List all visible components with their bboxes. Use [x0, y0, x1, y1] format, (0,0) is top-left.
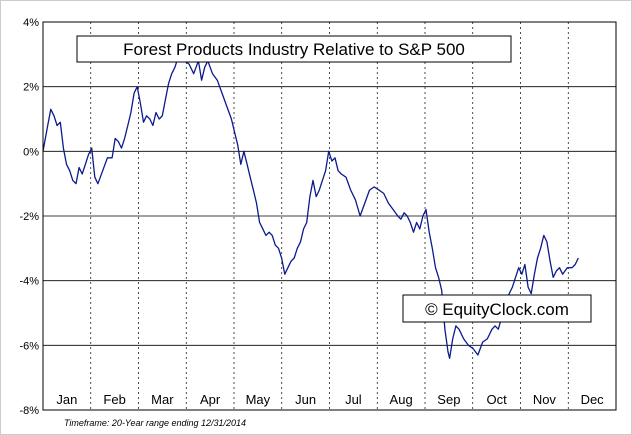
- chart-title: Forest Products Industry Relative to S&P…: [123, 40, 465, 59]
- y-tick-label: -8%: [19, 405, 39, 417]
- month-label: Mar: [151, 392, 174, 407]
- grid: [43, 22, 616, 410]
- month-label: Oct: [487, 392, 508, 407]
- y-tick-label: -6%: [19, 340, 39, 352]
- chart-title-box: Forest Products Industry Relative to S&P…: [76, 35, 512, 63]
- month-label: May: [246, 392, 271, 407]
- month-label: Jan: [56, 392, 77, 407]
- month-label: Aug: [390, 392, 413, 407]
- x-axis: Jan Feb Mar Apr May Jun Jul Aug Sep Oct Nov Dec: [56, 392, 604, 407]
- y-tick-label: -4%: [19, 276, 39, 288]
- y-tick-label: 4%: [23, 17, 39, 29]
- y-axis: 4% 2% 0% -2% -4% -6% -8%: [19, 17, 39, 417]
- plot-area-border: [42, 21, 617, 411]
- watermark-box: © EquityClock.com: [402, 294, 592, 323]
- y-tick-label: -2%: [19, 211, 39, 223]
- month-label: Feb: [103, 392, 125, 407]
- y-tick-label: 0%: [23, 146, 39, 158]
- month-label: Jul: [345, 392, 362, 407]
- month-label: Apr: [200, 392, 221, 407]
- month-label: Nov: [533, 392, 557, 407]
- month-label: Jun: [295, 392, 316, 407]
- series-line-layer: [42, 56, 579, 359]
- watermark: © EquityClock.com: [425, 300, 569, 319]
- timeframe-footnote: Timeframe: 20-Year range ending 12/31/20…: [64, 418, 246, 428]
- y-tick-label: 2%: [23, 82, 39, 94]
- month-label: Dec: [581, 392, 605, 407]
- series-line: [42, 56, 579, 359]
- month-label: Sep: [437, 392, 460, 407]
